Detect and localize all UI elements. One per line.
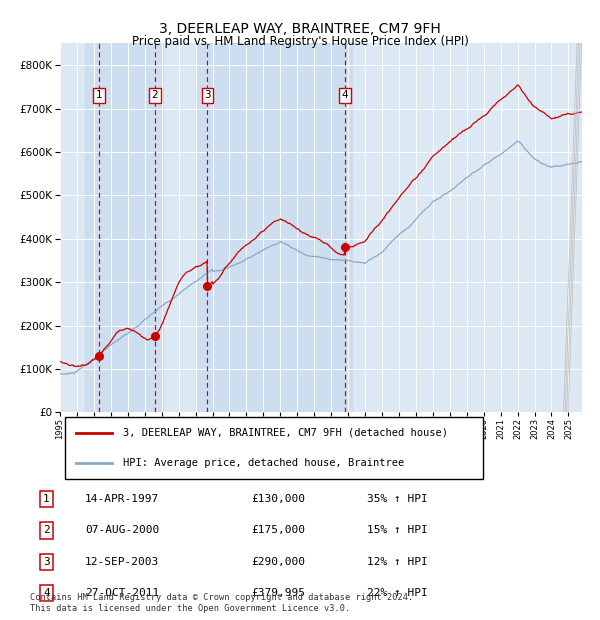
Text: 3, DEERLEAP WAY, BRAINTREE, CM7 9FH: 3, DEERLEAP WAY, BRAINTREE, CM7 9FH [159,22,441,36]
Text: 1: 1 [43,494,50,504]
Text: 12-SEP-2003: 12-SEP-2003 [85,557,160,567]
Text: 2: 2 [152,91,158,100]
Text: 2: 2 [43,526,50,536]
Text: 3: 3 [204,91,211,100]
Text: 22% ↑ HPI: 22% ↑ HPI [367,588,427,598]
Text: 3: 3 [43,557,50,567]
Text: 15% ↑ HPI: 15% ↑ HPI [367,526,427,536]
Text: £130,000: £130,000 [251,494,305,504]
Text: 1: 1 [95,91,102,100]
Bar [196,43,352,412]
Text: HPI: Average price, detached house, Braintree: HPI: Average price, detached house, Brai… [122,458,404,468]
Text: 35% ↑ HPI: 35% ↑ HPI [367,494,427,504]
Text: 07-AUG-2000: 07-AUG-2000 [85,526,160,536]
Text: £175,000: £175,000 [251,526,305,536]
Text: £379,995: £379,995 [251,588,305,598]
Text: Contains HM Land Registry data © Crown copyright and database right 2024.
This d: Contains HM Land Registry data © Crown c… [30,593,413,613]
FancyBboxPatch shape [65,417,483,479]
Text: 27-OCT-2011: 27-OCT-2011 [85,588,160,598]
Text: £290,000: £290,000 [251,557,305,567]
Text: Price paid vs. HM Land Registry's House Price Index (HPI): Price paid vs. HM Land Registry's House … [131,35,469,48]
Bar [85,43,163,412]
Text: 12% ↑ HPI: 12% ↑ HPI [367,557,427,567]
Text: 4: 4 [342,91,349,100]
Text: 14-APR-1997: 14-APR-1997 [85,494,160,504]
Text: 4: 4 [43,588,50,598]
Text: 3, DEERLEAP WAY, BRAINTREE, CM7 9FH (detached house): 3, DEERLEAP WAY, BRAINTREE, CM7 9FH (det… [122,428,448,438]
